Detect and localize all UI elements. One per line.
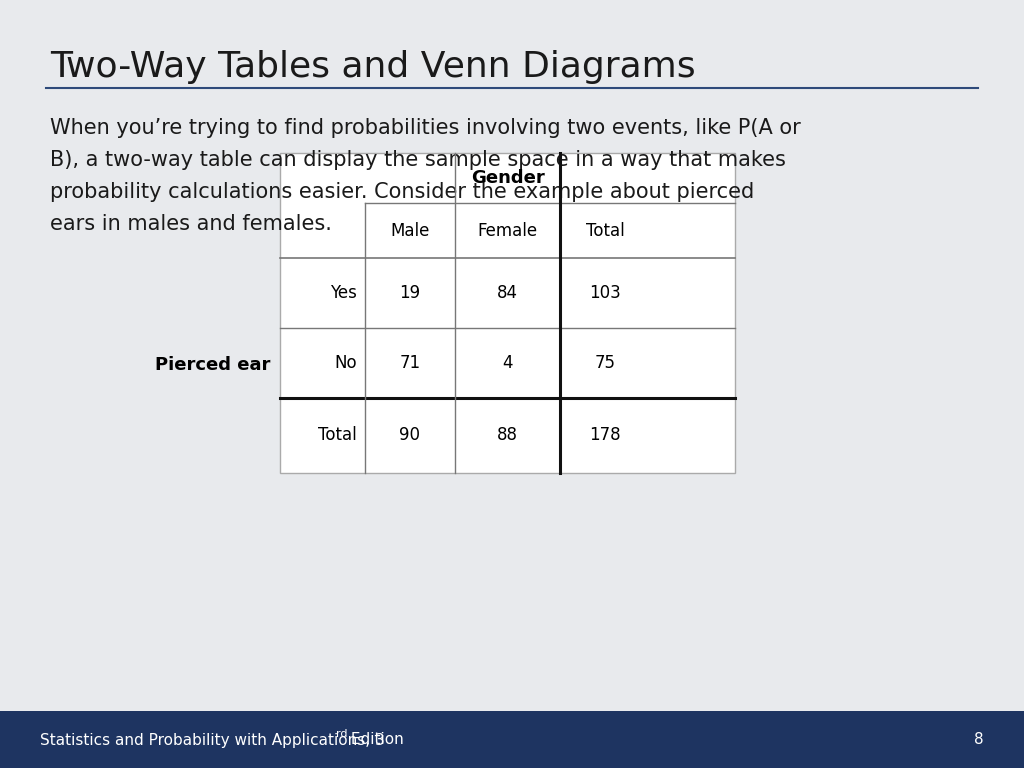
Text: 103: 103	[589, 284, 621, 302]
Text: Pierced ear: Pierced ear	[155, 356, 270, 375]
Text: Female: Female	[477, 221, 538, 240]
Text: Statistics and Probability with Applications, 3: Statistics and Probability with Applicat…	[40, 733, 385, 747]
Text: Total: Total	[586, 221, 625, 240]
Text: 88: 88	[497, 426, 518, 445]
Text: When you’re trying to find probabilities involving two events, like P(A or: When you’re trying to find probabilities…	[50, 118, 801, 138]
Text: Total: Total	[318, 426, 357, 445]
Text: B), a two-way table can display the sample space in a way that makes: B), a two-way table can display the samp…	[50, 150, 785, 170]
Text: rd: rd	[336, 729, 347, 739]
Text: Yes: Yes	[330, 284, 357, 302]
Text: 8: 8	[975, 733, 984, 747]
Text: Gender: Gender	[471, 169, 545, 187]
Text: ears in males and females.: ears in males and females.	[50, 214, 332, 234]
Text: Two-Way Tables and Venn Diagrams: Two-Way Tables and Venn Diagrams	[50, 50, 695, 84]
Bar	[280, 153, 735, 473]
Bar	[0, 711, 1024, 768]
Text: 178: 178	[589, 426, 621, 445]
Text: 90: 90	[399, 426, 421, 445]
Text: 71: 71	[399, 354, 421, 372]
Text: 19: 19	[399, 284, 421, 302]
Text: 4: 4	[502, 354, 513, 372]
Text: No: No	[335, 354, 357, 372]
Text: 84: 84	[497, 284, 518, 302]
Text: Edition: Edition	[346, 733, 403, 747]
Text: probability calculations easier. Consider the example about pierced: probability calculations easier. Conside…	[50, 182, 755, 202]
Text: 75: 75	[595, 354, 615, 372]
Text: Male: Male	[390, 221, 430, 240]
